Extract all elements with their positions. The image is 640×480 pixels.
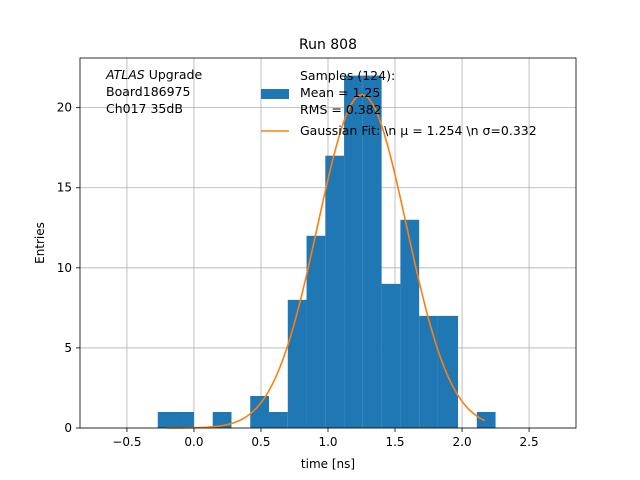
histogram-bars: [157, 75, 496, 428]
x-tick-label-2: 0.5: [251, 435, 270, 449]
legend-patch-samples: [261, 89, 289, 99]
histogram-bar-3: [250, 395, 270, 428]
histogram-bar-0: [157, 411, 177, 428]
x-tick-label-5: 2.0: [453, 435, 472, 449]
y-tick-label-3: 15: [57, 181, 72, 195]
histogram-bar-9: [362, 75, 382, 428]
histogram-bar-8: [344, 75, 363, 428]
histogram-bar-12: [419, 315, 438, 428]
x-tick-label-6: 2.5: [520, 435, 539, 449]
annotation-italic-text: ATLAS: [105, 67, 145, 82]
histogram-bar-13: [437, 315, 459, 428]
histogram-bar-5: [287, 299, 307, 428]
gaussian-fit: [167, 94, 486, 429]
x-tick-label-1: 0.0: [184, 435, 203, 449]
x-axis-label: time [ns]: [301, 457, 355, 471]
atlas-annotation: ATLAS Upgrade Board186975 Ch017 35dB: [105, 67, 202, 116]
x-tick-label-3: 1.0: [318, 435, 337, 449]
x-tick-label-0: −0.5: [112, 435, 141, 449]
y-tick-label-2: 10: [57, 261, 72, 275]
histogram-bar-7: [325, 155, 345, 428]
histogram-bar-11: [400, 219, 420, 428]
annotation-text: Board186975: [106, 84, 190, 99]
fit-curve: [167, 94, 486, 429]
histogram-bar-1: [176, 411, 194, 428]
annotation-text: Ch017 35dB: [106, 101, 183, 116]
chart-title: Run 808: [299, 37, 357, 53]
annotation-line-1: Board186975: [106, 84, 190, 99]
annotation-line-2: Ch017 35dB: [106, 101, 183, 116]
x-axis-ticks: −0.5 0.0 0.5 1.0 1.5 2.0 2.5: [112, 428, 539, 449]
legend: Samples (124): Mean = 1.25 RMS = 0.382 Ga…: [261, 68, 537, 138]
y-tick-label-4: 20: [57, 101, 72, 115]
histogram-bar-10: [381, 283, 401, 428]
histogram-bar-6: [306, 235, 326, 428]
legend-label-samples-2: RMS = 0.382: [300, 102, 382, 117]
y-axis-ticks: 0 5 10 15 20: [57, 101, 80, 435]
y-axis-label: Entries: [33, 222, 47, 264]
legend-label-fit-0: Gaussian Fit: \n μ = 1.254 \n σ=0.332: [300, 123, 537, 138]
annotation-text: Upgrade: [145, 67, 203, 82]
y-tick-label-0: 0: [64, 421, 72, 435]
legend-label-samples-1: Mean = 1.25: [300, 85, 380, 100]
histogram-bar-14: [476, 411, 496, 428]
legend-label-samples-0: Samples (124):: [300, 68, 395, 83]
x-tick-label-4: 1.5: [385, 435, 404, 449]
histogram-bar-4: [269, 411, 288, 428]
y-tick-label-1: 5: [64, 341, 72, 355]
annotation-line-0: ATLAS Upgrade: [105, 67, 202, 82]
